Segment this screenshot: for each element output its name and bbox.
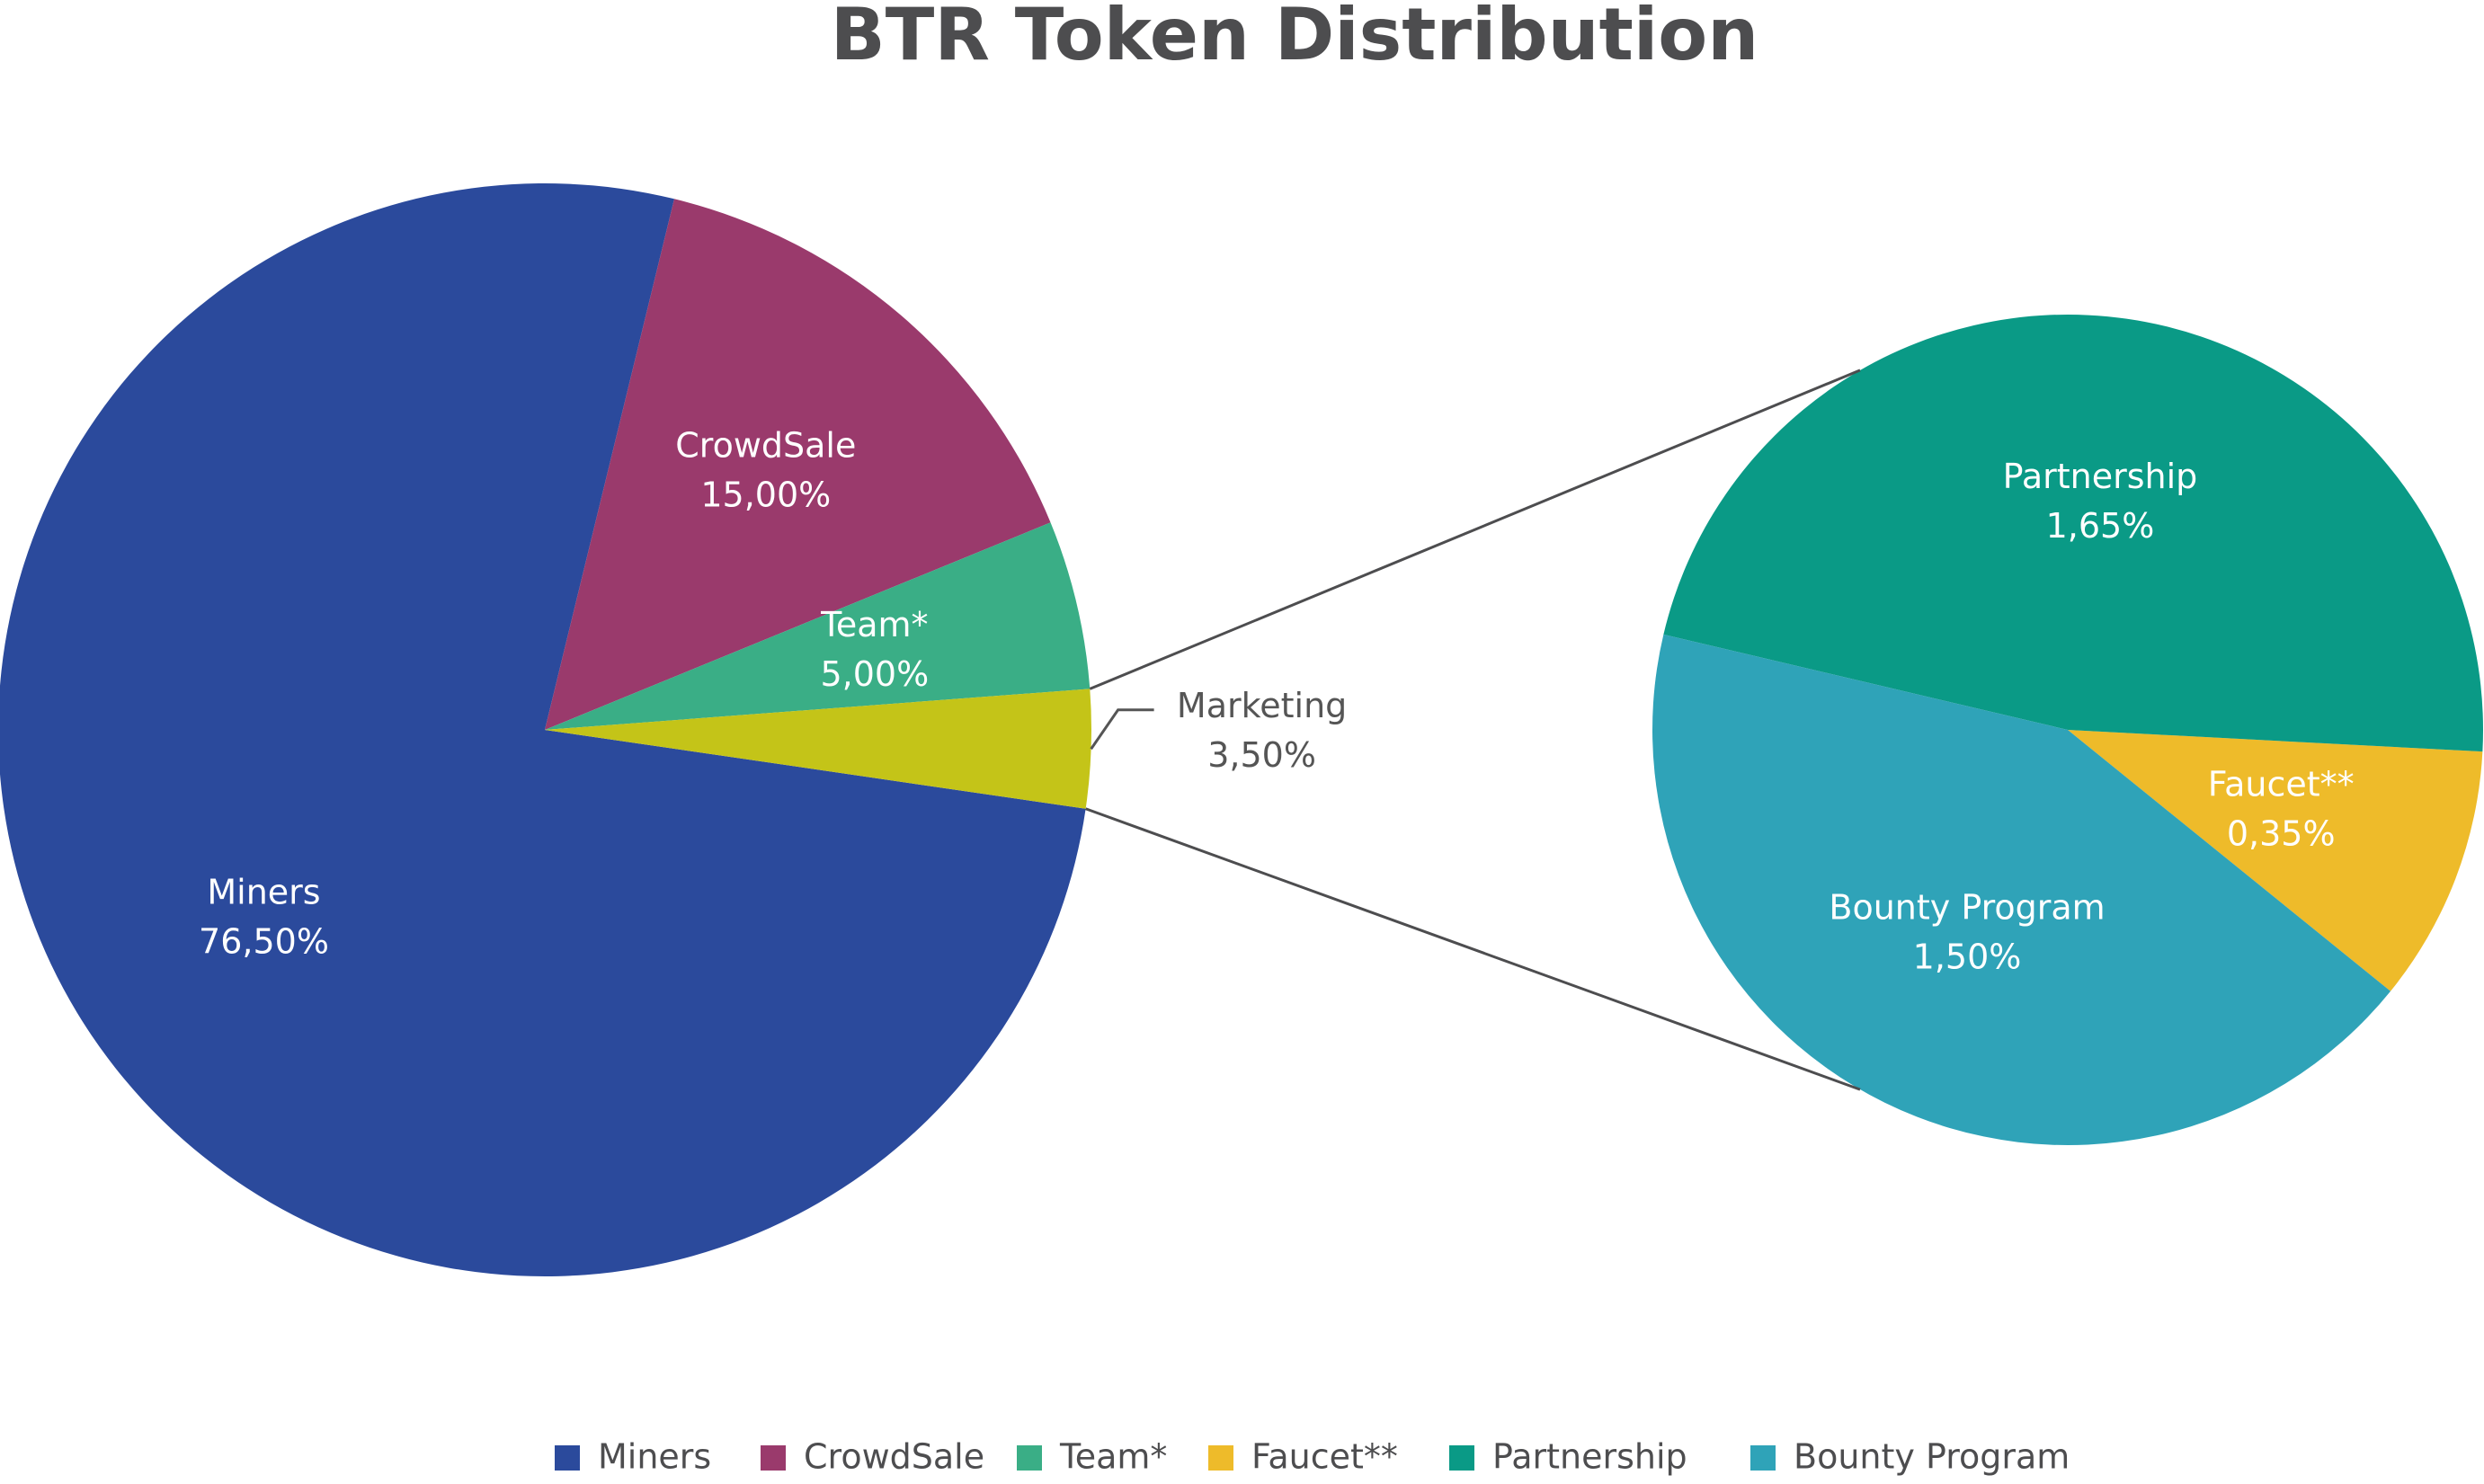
legend-label: Bounty Program	[1794, 1437, 2070, 1477]
slice-value: 0,35%	[2227, 814, 2336, 854]
legend-label: Faucet**	[1251, 1437, 1398, 1477]
connector-line	[1089, 369, 1861, 690]
legend-label: CrowdSale	[804, 1437, 984, 1477]
slice-label: Team*	[820, 605, 928, 644]
slice-value: 15,00%	[700, 475, 831, 515]
legend-swatch	[1449, 1445, 1474, 1471]
slice-value: 3,50%	[1207, 735, 1316, 775]
slice-value: 76,50%	[199, 921, 329, 961]
legend-swatch	[1208, 1445, 1233, 1471]
legend-label: Team*	[1059, 1437, 1167, 1477]
slice-label: Partnership	[2003, 457, 2198, 496]
connector-line	[1085, 807, 1861, 1091]
pie-slice	[545, 199, 1051, 730]
slice-label: CrowdSale	[675, 426, 856, 466]
pie-slice	[545, 522, 1091, 730]
legend-swatch	[555, 1445, 580, 1471]
slice-label: Marketing	[1177, 686, 1347, 725]
legend-swatch	[1750, 1445, 1776, 1471]
chart-title: BTR Token Distribution	[831, 0, 1758, 76]
pie-slice	[545, 689, 1092, 809]
legend-label: Partnership	[1492, 1437, 1687, 1477]
pie-slice	[1652, 634, 2391, 1146]
leader-line	[1090, 708, 1154, 751]
pie-slice	[0, 183, 1086, 1276]
slice-value: 1,65%	[2046, 506, 2155, 546]
legend-swatch	[761, 1445, 786, 1471]
slice-label: Miners	[207, 872, 320, 911]
legend-label: Miners	[598, 1437, 711, 1477]
pie-slice	[1663, 315, 2484, 752]
pie-slice	[2068, 730, 2483, 991]
slice-value: 5,00%	[820, 654, 929, 694]
slice-value: 1,50%	[1913, 937, 2022, 977]
legend-swatch	[1017, 1445, 1042, 1471]
slice-label: Faucet**	[2208, 765, 2355, 804]
slice-label: Bounty Program	[1829, 888, 2105, 928]
